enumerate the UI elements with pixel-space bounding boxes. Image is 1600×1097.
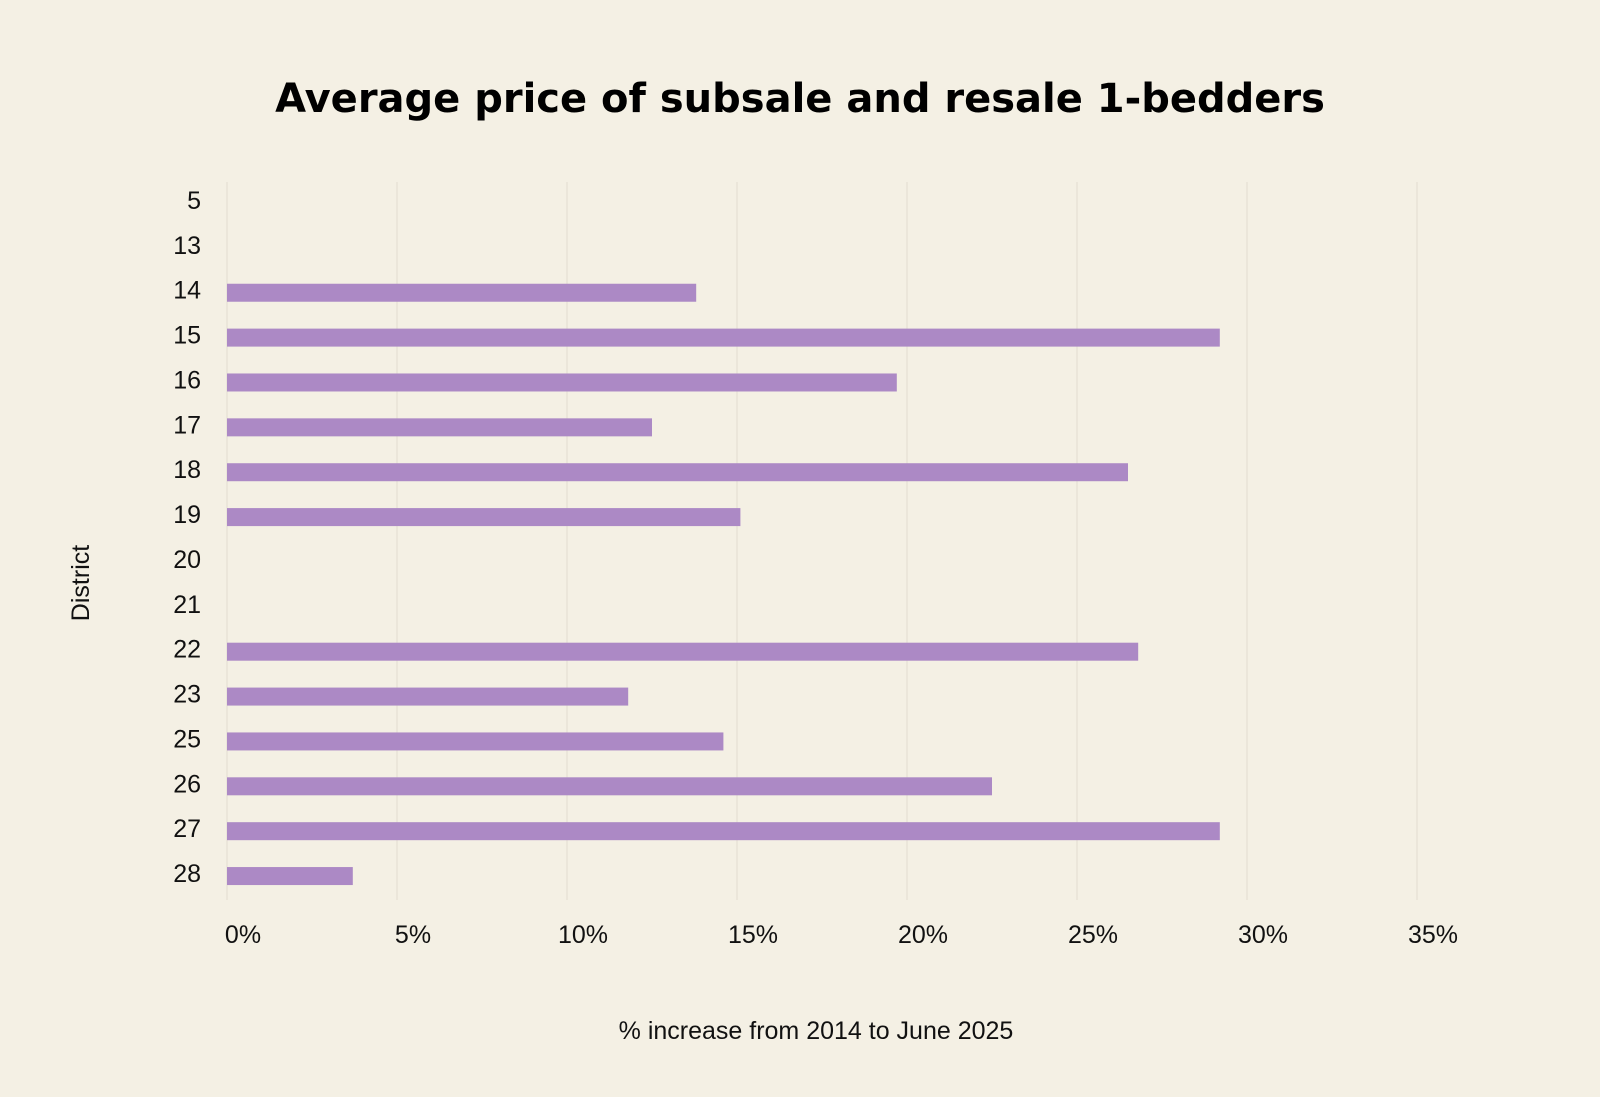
- y-tick-label: 14: [173, 277, 201, 305]
- bar-district-14: [227, 283, 697, 302]
- x-tick-label: 10%: [558, 921, 608, 949]
- y-tick-label: 15: [173, 322, 201, 350]
- bar-district-17: [227, 418, 652, 437]
- y-tick-label: 20: [173, 546, 201, 574]
- y-tick-label: 16: [173, 366, 201, 394]
- bar-district-16: [227, 373, 897, 392]
- y-tick-label: 17: [173, 411, 201, 439]
- y-tick-label: 19: [173, 501, 201, 529]
- y-tick-label: 27: [173, 815, 201, 843]
- bar-district-25: [227, 732, 724, 751]
- x-tick-label: 30%: [1238, 921, 1288, 949]
- y-tick-label: 22: [173, 636, 201, 664]
- bar-district-27: [227, 822, 1220, 841]
- bar-district-28: [227, 867, 353, 886]
- bar-district-26: [227, 777, 992, 796]
- y-tick-label: 25: [173, 725, 201, 753]
- bar-district-19: [227, 508, 741, 527]
- y-tick-label: 21: [173, 591, 201, 619]
- x-tick-label: 20%: [898, 921, 948, 949]
- bar-district-23: [227, 687, 629, 706]
- x-tick-labels: 0% 5% 10% 15% 20% 25% 30% 35%: [225, 921, 1458, 949]
- y-tick-labels: 5 13 14 15 16 17 18 19 20 21 22 23 25 26 27 28: [173, 187, 201, 888]
- x-tick-label: 5%: [395, 921, 431, 949]
- y-tick-label: 28: [173, 860, 201, 888]
- y-tick-label: 5: [187, 187, 201, 215]
- x-axis-label: % increase from 2014 to June 2025: [619, 1017, 1014, 1045]
- bar-district-15: [227, 328, 1220, 347]
- y-tick-label: 23: [173, 681, 201, 709]
- x-tick-label: 25%: [1068, 921, 1118, 949]
- y-tick-label: 18: [173, 456, 201, 484]
- bar-district-22: [227, 642, 1139, 661]
- bar-district-18: [227, 463, 1128, 482]
- y-tick-label: 13: [173, 232, 201, 260]
- y-tick-label: 26: [173, 770, 201, 798]
- bars: [227, 283, 1220, 886]
- y-axis-label: District: [67, 545, 95, 621]
- x-tick-label: 35%: [1408, 921, 1458, 949]
- x-tick-label: 0%: [225, 921, 261, 949]
- chart-title: Average price of subsale and resale 1-be…: [275, 76, 1325, 122]
- x-tick-label: 15%: [728, 921, 778, 949]
